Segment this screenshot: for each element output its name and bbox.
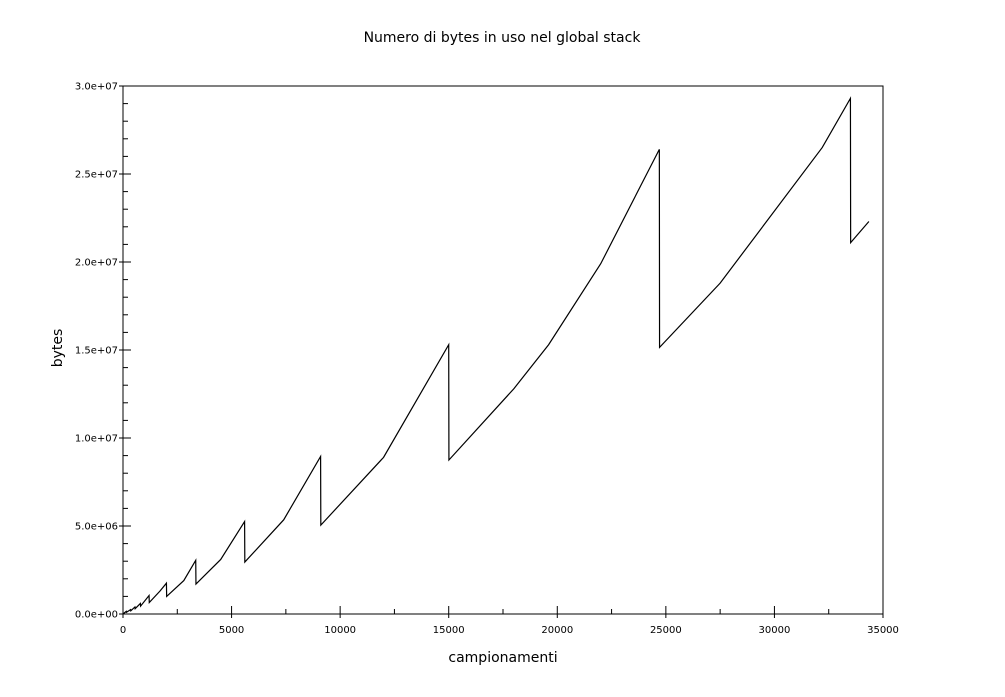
x-axis-ticks: 0 5000 10000 15000 20000 25000 30000 35000 bbox=[120, 606, 899, 636]
x-axis-label: campionamenti bbox=[448, 650, 557, 666]
x-tick-label: 10000 bbox=[324, 625, 356, 636]
x-tick-label: 5000 bbox=[219, 625, 244, 636]
y-tick-label: 1.0e+07 bbox=[75, 434, 118, 445]
x-tick-label: 0 bbox=[120, 625, 126, 636]
x-tick-label: 25000 bbox=[650, 625, 682, 636]
y-tick-label: 5.0e+06 bbox=[75, 522, 118, 533]
y-tick-label: 2.0e+07 bbox=[75, 258, 118, 269]
y-axis-label: bytes bbox=[50, 329, 66, 368]
x-tick-label: 35000 bbox=[867, 625, 899, 636]
y-tick-label: 1.5e+07 bbox=[75, 346, 118, 357]
series-group bbox=[122, 96, 870, 615]
x-tick-label: 20000 bbox=[541, 625, 573, 636]
x-tick-label: 30000 bbox=[759, 625, 791, 636]
series-line bbox=[122, 96, 870, 615]
chart-title: Numero di bytes in uso nel global stack bbox=[364, 30, 642, 46]
y-tick-label: 2.5e+07 bbox=[75, 170, 118, 181]
y-tick-label: 0.0e+00 bbox=[75, 610, 118, 621]
y-axis-ticks: 0.0e+00 5.0e+06 1.0e+07 1.5e+07 2.0e+07 2.5e+… bbox=[75, 82, 131, 621]
y-tick-label: 3.0e+07 bbox=[75, 82, 118, 93]
x-tick-label: 15000 bbox=[433, 625, 465, 636]
